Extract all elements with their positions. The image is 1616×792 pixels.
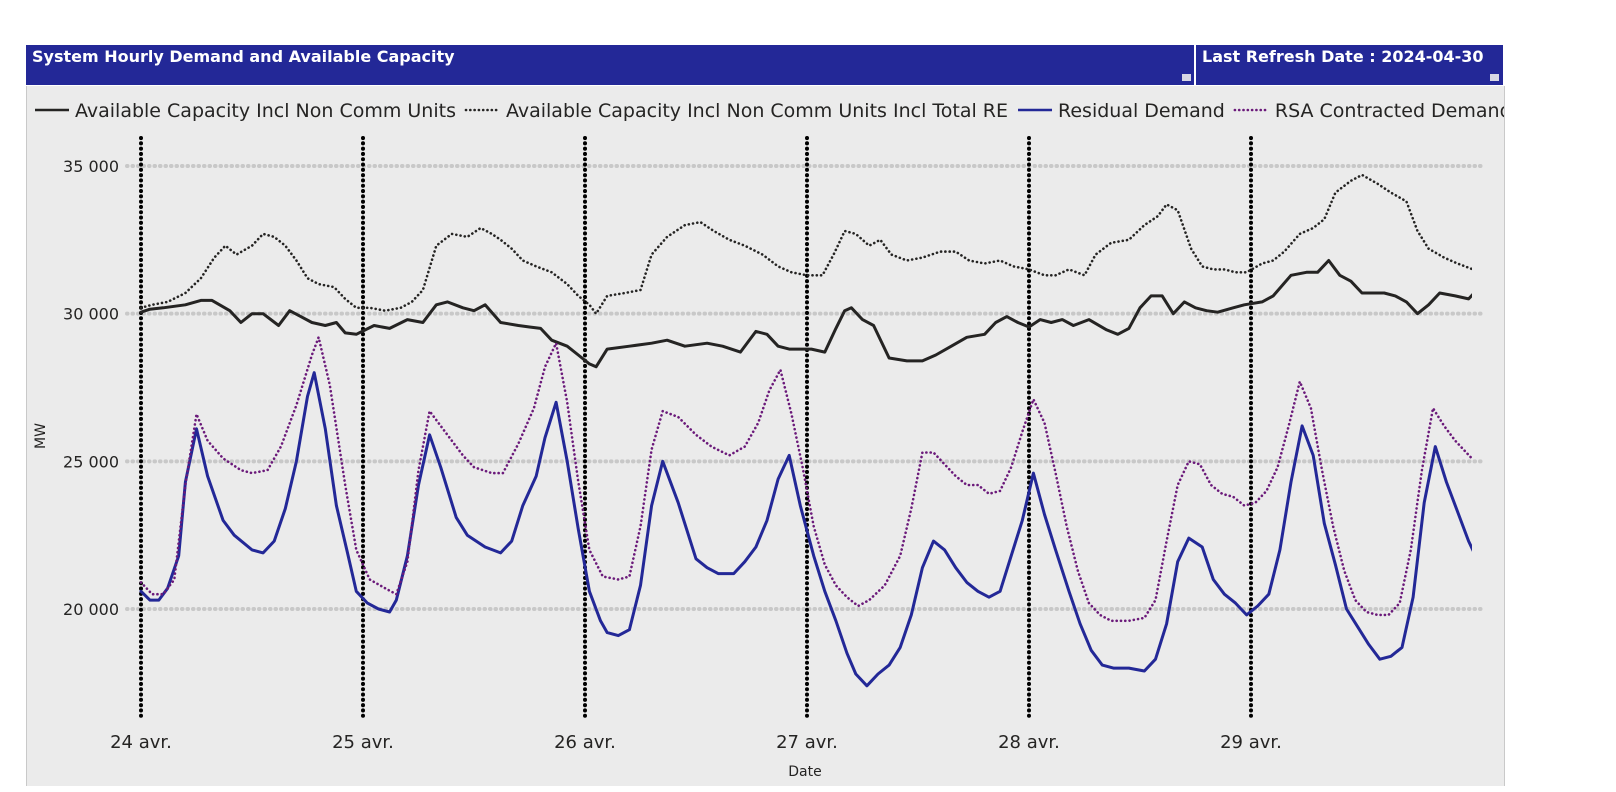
legend-label-1: Available Capacity Incl Non Comm Units I…: [506, 100, 1008, 122]
series-line-2: [139, 371, 1472, 688]
y-tick-label: 20 000: [63, 600, 119, 619]
series-line-3: [139, 336, 1472, 623]
chart-title-bar: System Hourly Demand and Available Capac…: [26, 45, 1195, 85]
x-tick-label: 26 avr.: [554, 732, 616, 753]
chart-title: System Hourly Demand and Available Capac…: [32, 47, 455, 66]
y-tick-label: 25 000: [63, 452, 119, 471]
focus-mode-icon[interactable]: [1490, 74, 1499, 81]
x-tick-label: 29 avr.: [1220, 732, 1282, 753]
refresh-date-bar: Last Refresh Date : 2024-04-30: [1196, 45, 1503, 85]
x-tick-label: 25 avr.: [332, 732, 394, 753]
line-chart: 20 000 25 000 30 000 35 000 MW 24 avr. 25 avr.…: [33, 100, 1512, 780]
chart-panel: 20 000 25 000 30 000 35 000 MW 24 avr. 25 avr.…: [26, 86, 1512, 786]
y-axis-label: MW: [33, 423, 49, 449]
legend-label-2: Residual Demand: [1058, 100, 1225, 122]
x-tick-label: 28 avr.: [998, 732, 1060, 753]
series-group: [139, 173, 1472, 688]
y-tick-label: 30 000: [63, 305, 119, 324]
series-line-1: [139, 173, 1472, 315]
header-divider: [1194, 45, 1196, 85]
series-line-0: [139, 259, 1472, 369]
legend-label-3: RSA Contracted Demand: [1275, 100, 1504, 122]
x-tick-label: 27 avr.: [776, 732, 838, 753]
y-tick-label: 35 000: [63, 157, 119, 176]
x-tick-label: 24 avr.: [110, 732, 172, 753]
x-axis-label: Date: [788, 764, 821, 780]
focus-mode-icon[interactable]: [1182, 74, 1191, 81]
refresh-date-text: Last Refresh Date : 2024-04-30: [1202, 47, 1484, 66]
legend-label-0: Available Capacity Incl Non Comm Units: [75, 100, 456, 122]
